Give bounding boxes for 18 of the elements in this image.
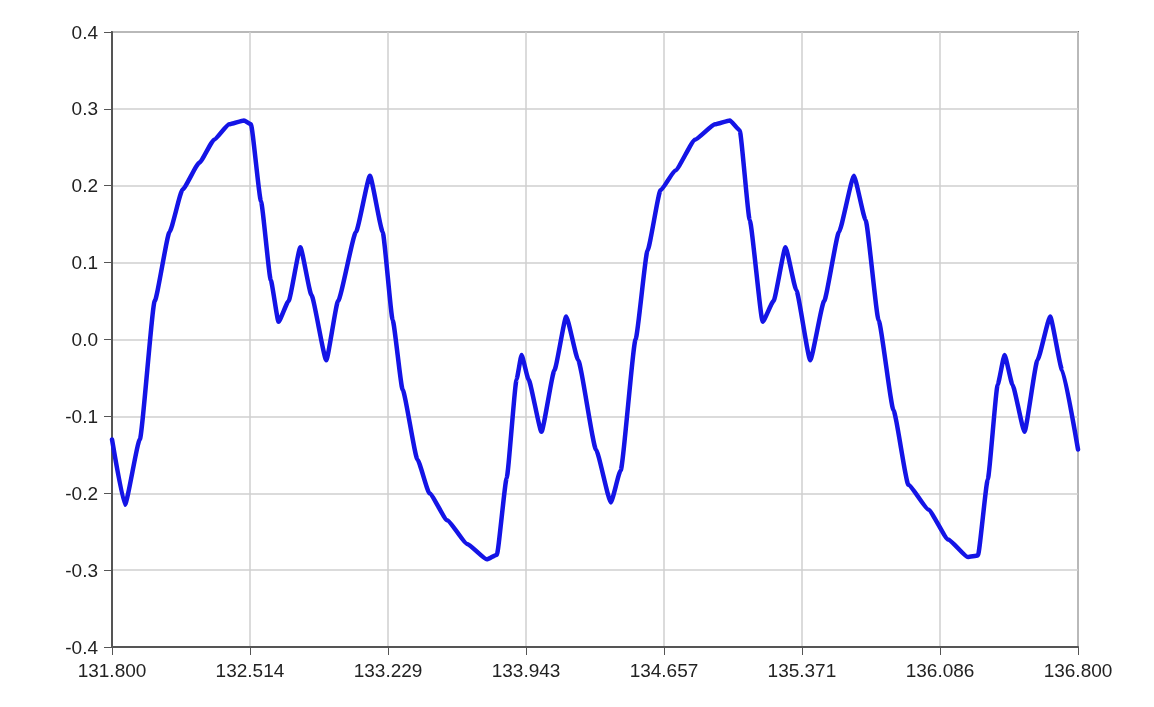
x-tick-label: 133.229 (353, 660, 423, 681)
y-tick-label: 0.0 (71, 329, 98, 350)
x-tick-label: 132.514 (215, 660, 285, 681)
y-tick-label: -0.2 (65, 482, 98, 504)
x-tick-label: 135.371 (767, 660, 837, 681)
y-tick-label: 0.3 (71, 98, 98, 120)
y-tick-label: -0.4 (65, 636, 99, 658)
y-tick-label: 0.1 (71, 252, 98, 274)
x-tick-label: 134.657 (629, 660, 699, 681)
x-tick-label: 131.800 (77, 660, 147, 681)
x-tick-label: 136.800 (1043, 660, 1113, 681)
x-tick-label: 133.943 (491, 660, 561, 681)
line-series (109, 118, 1081, 562)
x-tick-label: 136.086 (905, 660, 975, 681)
y-tick-label: -0.1 (65, 405, 98, 427)
y-tick-label: -0.3 (65, 559, 98, 581)
y-tick-label: 0.4 (71, 21, 99, 43)
y-tick-label: 0.2 (71, 175, 98, 197)
